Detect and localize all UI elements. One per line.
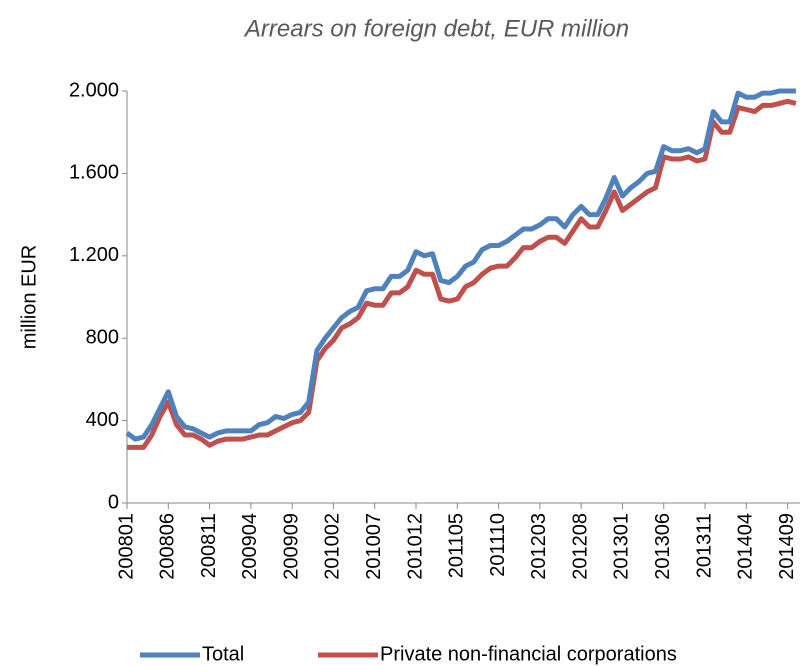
- plot-area: [125, 88, 797, 450]
- x-tick-label: 201306: [652, 513, 674, 580]
- x-tick-label: 200811: [198, 513, 220, 578]
- y-tick-label: 1.200: [69, 244, 119, 266]
- x-tick-label: 201012: [404, 513, 426, 580]
- x-tick-label: 201311: [693, 513, 715, 578]
- legend-label: Private non-financial corporations: [380, 643, 677, 665]
- x-tick-label: 200801: [115, 513, 137, 580]
- y-tick-label: 800: [86, 326, 119, 348]
- x-tick-label: 201208: [569, 513, 591, 580]
- data-line: [125, 88, 796, 442]
- y-tick-label: 2.000: [69, 79, 119, 101]
- x-tick-label: 200904: [239, 513, 261, 580]
- y-tick-label: 0: [108, 491, 119, 513]
- x-tick-label: 201203: [528, 513, 550, 580]
- x-tick-label: 201301: [611, 513, 633, 580]
- chart-title: Arrears on foreign debt, EUR million: [243, 15, 629, 42]
- x-tick-label: 201002: [322, 513, 344, 580]
- x-tick-label: 201110: [487, 513, 509, 577]
- x-tick-label: 201007: [363, 513, 385, 580]
- data-line: [127, 98, 797, 450]
- x-tick-label: 200909: [280, 513, 302, 580]
- y-tick-label: 1.600: [69, 162, 119, 184]
- legend-label: Total: [202, 643, 244, 665]
- x-tick-label: 201404: [735, 513, 757, 580]
- x-tick-label: 201105: [446, 513, 468, 578]
- x-tick-label: 200806: [157, 513, 179, 580]
- x-tick-label: 201409: [776, 513, 798, 580]
- y-axis-label: million EUR: [18, 245, 40, 349]
- y-tick-label: 400: [86, 409, 119, 431]
